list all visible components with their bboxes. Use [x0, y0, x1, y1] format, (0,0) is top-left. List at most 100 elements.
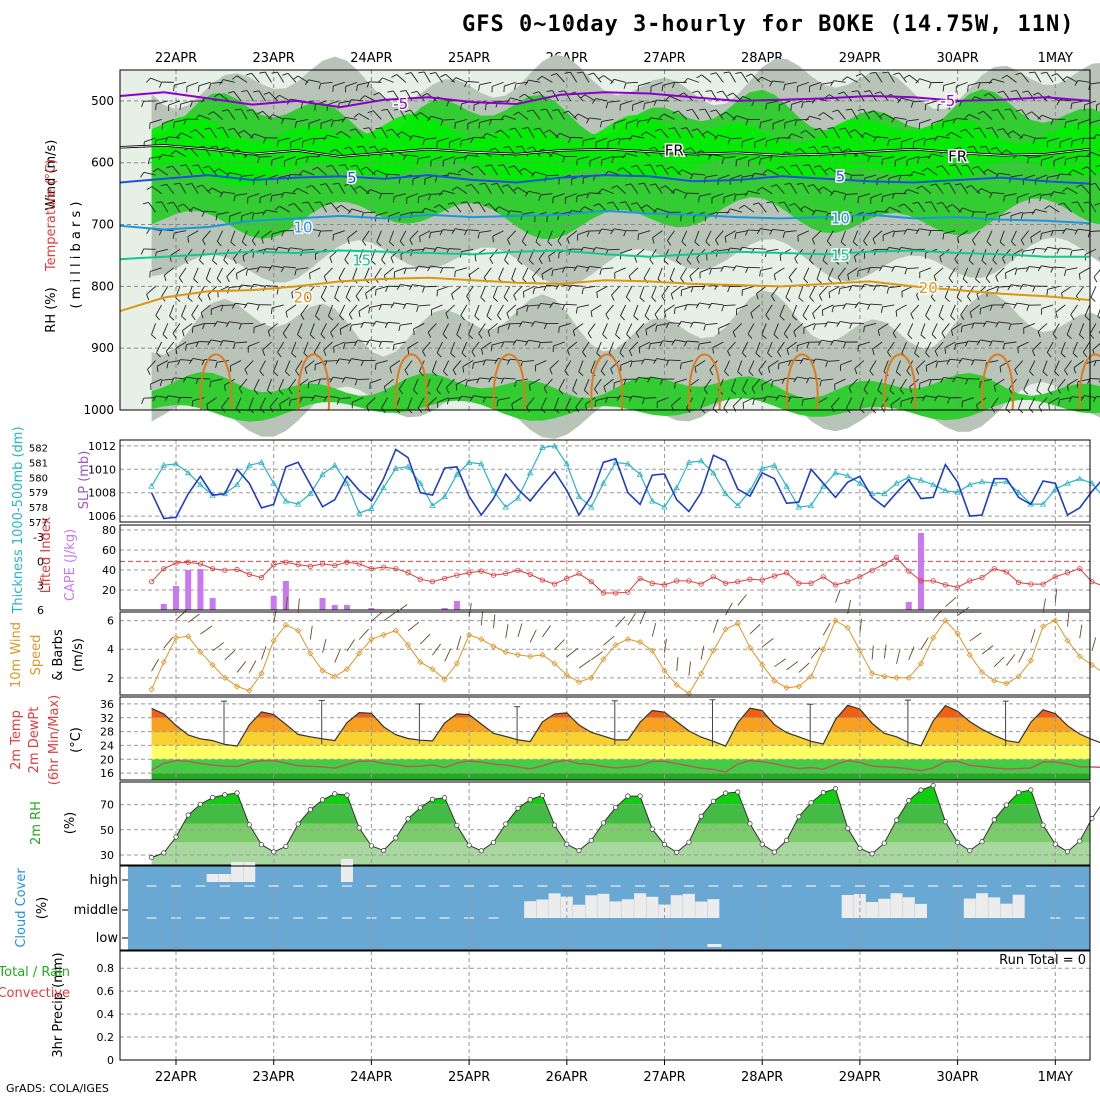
upper-wind-barb-flag: [170, 150, 176, 155]
temp-band: [151, 773, 1090, 780]
upper-wind-barb-flag: [1092, 134, 1098, 140]
upper-wind-barb-flag: [712, 347, 714, 354]
upper-wind-barb-flag: [860, 132, 866, 138]
wind-speed-marker: [722, 626, 729, 633]
upper-wind-barb-flag: [837, 277, 842, 283]
upper-wind-barb-flag: [907, 334, 913, 339]
upper-wind-barb: [1072, 341, 1078, 354]
rh-marker: [967, 848, 973, 854]
upper-wind-barb: [992, 78, 1005, 83]
upper-wind-barb: [822, 304, 834, 311]
upper-wind-barb-flag: [521, 241, 527, 247]
date-label-bottom: 25APR: [448, 1070, 490, 1085]
upper-wind-barb-flag: [756, 228, 761, 235]
upper-wind-barb: [468, 323, 474, 335]
upper-wind-barb: [910, 304, 920, 315]
upper-wind-barb-flag: [973, 127, 980, 130]
upper-wind-barb: [375, 285, 388, 291]
upper-wind-barb: [349, 183, 358, 194]
upper-wind-barb: [266, 378, 272, 391]
upper-wind-barb-flag: [1046, 352, 1052, 358]
upper-wind-barb-flag: [292, 188, 298, 193]
upper-wind-barb: [436, 341, 443, 353]
upper-wind-barb: [667, 230, 675, 241]
upper-wind-barb: [192, 358, 205, 361]
upper-wind-barb: [633, 304, 639, 317]
upper-wind-barb-flag: [816, 278, 822, 284]
upper-wind-barb: [488, 203, 498, 213]
upper-wind-barb: [888, 247, 901, 250]
upper-wind-barb-flag: [986, 127, 993, 130]
upper-wind-barb-flag: [750, 312, 754, 319]
upper-wind-barb: [999, 230, 1005, 243]
wind-speed-marker: [1040, 623, 1047, 630]
upper-wind-barb-flag: [1054, 371, 1060, 377]
upper-wind-barb-flag: [343, 183, 350, 187]
upper-wind-barb: [309, 267, 321, 274]
thickness-tick: 579: [29, 488, 48, 499]
upper-wind-barb-flag: [887, 140, 890, 147]
upper-wind-barb: [268, 323, 278, 332]
upper-wind-barb: [175, 150, 187, 157]
upper-wind-barb: [948, 183, 956, 194]
upper-wind-barb: [815, 358, 828, 361]
upper-wind-barb: [619, 341, 627, 353]
upper-wind-barb-flag: [899, 388, 905, 395]
upper-wind-barb-flag: [166, 165, 173, 169]
upper-wind-barb-flag: [210, 145, 217, 148]
rh-marker: [564, 841, 570, 847]
upper-wind-barb: [150, 77, 162, 83]
upper-wind-barb-flag: [348, 99, 352, 106]
upper-wind-barb-flag: [600, 370, 606, 376]
upper-wind-barb-flag: [1064, 370, 1069, 376]
upper-wind-barb: [768, 360, 779, 368]
axis-label-barbs: & Barbs: [51, 629, 66, 681]
upper-wind-barb-flag: [893, 72, 900, 75]
upper-wind-barb: [778, 395, 791, 399]
upper-wind-barb: [663, 113, 675, 120]
thickness-marker: [759, 465, 766, 471]
upper-wind-barb: [951, 323, 962, 331]
upper-wind-barb-flag: [824, 167, 831, 172]
upper-wind-barb-flag: [637, 85, 639, 92]
upper-wind-barb-flag: [971, 359, 975, 366]
upper-wind-barb-flag: [931, 334, 937, 339]
upper-wind-barb: [925, 304, 932, 316]
upper-wind-barb-flag: [291, 292, 294, 299]
upper-wind-barb-flag: [566, 238, 570, 245]
upper-wind-barb-flag: [354, 379, 358, 386]
upper-wind-barb: [1077, 80, 1090, 83]
upper-wind-barb-flag: [734, 232, 737, 239]
upper-wind-barb: [851, 108, 859, 120]
upper-wind-barb: [729, 247, 742, 250]
upper-wind-barb-flag: [617, 167, 623, 172]
upper-wind-barb: [383, 378, 394, 387]
upper-wind-barb: [1037, 323, 1048, 332]
upper-wind-barb: [1036, 378, 1042, 391]
upper-wind-barb-flag: [445, 312, 449, 319]
upper-wind-barb-flag: [1093, 396, 1097, 403]
upper-wind-barb-flag: [992, 259, 998, 265]
wind-speed-marker: [1027, 657, 1034, 664]
lifted-index-marker: [967, 578, 973, 584]
upper-wind-barb: [1028, 266, 1041, 269]
upper-wind-barb-flag: [343, 146, 350, 150]
upper-wind-barb: [962, 397, 974, 402]
thickness-marker: [893, 479, 900, 486]
upper-wind-barb: [156, 360, 168, 367]
lifted-index-marker: [759, 577, 765, 583]
upper-wind-barb-flag: [665, 322, 670, 329]
upper-wind-barb-flag: [592, 98, 597, 104]
upper-wind-barb: [290, 397, 303, 401]
upper-wind-barb: [375, 360, 388, 365]
lifted-index-marker: [429, 579, 436, 585]
surface-wind-barb: [444, 648, 452, 662]
upper-wind-barb-flag: [582, 351, 587, 358]
lifted-index-marker: [893, 554, 900, 560]
upper-wind-barb-flag: [294, 269, 297, 276]
lifted-index-marker: [417, 576, 423, 582]
cape-bar: [917, 533, 924, 610]
upper-wind-barb-flag: [674, 145, 681, 148]
upper-wind-barb: [259, 360, 266, 372]
upper-wind-barb: [471, 341, 480, 352]
